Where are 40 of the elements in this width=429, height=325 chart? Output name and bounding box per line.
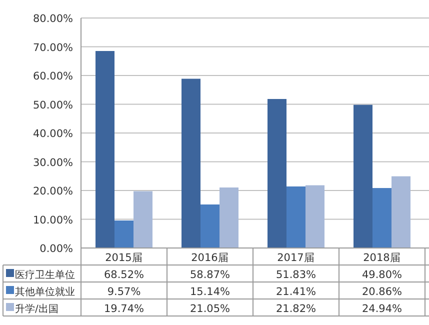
y-tick-label: 80.00% (32, 13, 74, 25)
data-label: 15.14% (190, 286, 230, 298)
y-tick-label: 70.00% (32, 42, 74, 54)
bar (200, 204, 220, 248)
legend-label: 升学/出国 (15, 303, 58, 315)
y-tick-label: 60.00% (32, 70, 74, 82)
bar (134, 191, 152, 248)
bar (220, 187, 238, 248)
bar (354, 104, 372, 248)
data-label: 21.41% (276, 286, 316, 298)
x-tick-label: 2017届 (277, 252, 315, 264)
data-label: 51.83% (276, 269, 316, 281)
data-label: 9.57% (107, 286, 141, 298)
data-label: 21.05% (190, 303, 230, 315)
bar (96, 51, 114, 248)
data-label: 24.94% (362, 303, 402, 315)
y-tick-label: 40.00% (32, 128, 74, 140)
y-tick-label: 30.00% (32, 156, 74, 169)
data-label: 68.52% (104, 269, 144, 281)
bar (114, 220, 134, 248)
bar (268, 98, 286, 248)
data-label: 19.74% (104, 303, 144, 315)
y-tick-label: 10.00% (32, 214, 74, 226)
legend-label: 医疗卫生单位 (15, 269, 75, 281)
y-tick-label: 0.00% (40, 243, 74, 255)
data-label: 21.82% (276, 303, 316, 315)
y-tick-label: 50.00% (32, 99, 74, 112)
bar (392, 176, 410, 248)
bar (182, 78, 200, 248)
data-label: 49.80% (362, 269, 402, 281)
x-tick-label: 2016届 (191, 252, 229, 264)
x-tick-label: 2015届 (105, 252, 143, 264)
bar (286, 186, 306, 248)
x-tick-label: 2018届 (363, 252, 401, 264)
data-label: 58.87% (190, 269, 230, 281)
bar (306, 185, 324, 248)
bar (372, 188, 392, 248)
y-tick-label: 20.00% (32, 186, 74, 198)
data-label: 20.86% (362, 286, 402, 298)
legend-label: 其他单位就业 (15, 286, 75, 298)
